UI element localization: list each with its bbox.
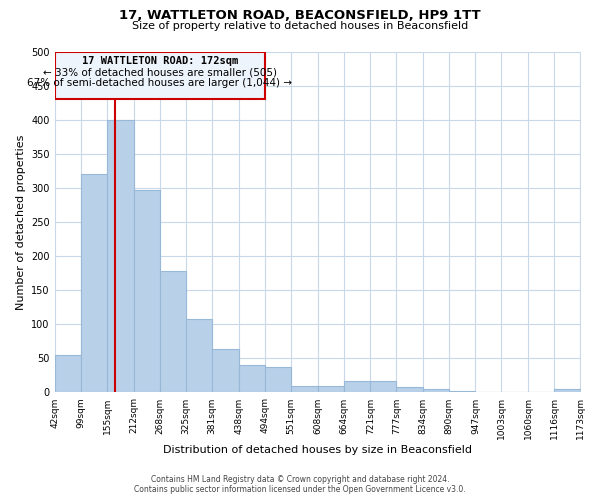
Text: 17 WATTLETON ROAD: 172sqm: 17 WATTLETON ROAD: 172sqm	[82, 56, 238, 66]
Bar	[107, 120, 134, 392]
Bar	[212, 350, 239, 393]
Bar	[239, 365, 265, 392]
Text: Size of property relative to detached houses in Beaconsfield: Size of property relative to detached ho…	[132, 21, 468, 31]
Bar	[55, 52, 265, 99]
Bar	[318, 386, 344, 392]
Bar	[160, 271, 186, 392]
Bar	[344, 381, 370, 392]
Bar	[81, 174, 107, 392]
Bar	[55, 355, 81, 393]
Text: ← 33% of detached houses are smaller (505): ← 33% of detached houses are smaller (50…	[43, 67, 277, 77]
Bar	[423, 389, 449, 392]
Bar	[449, 391, 475, 392]
Bar	[554, 389, 581, 392]
Bar	[370, 381, 397, 392]
Text: 17, WATTLETON ROAD, BEACONSFIELD, HP9 1TT: 17, WATTLETON ROAD, BEACONSFIELD, HP9 1T…	[119, 9, 481, 22]
Y-axis label: Number of detached properties: Number of detached properties	[16, 134, 26, 310]
Bar	[265, 367, 291, 392]
X-axis label: Distribution of detached houses by size in Beaconsfield: Distribution of detached houses by size …	[163, 445, 472, 455]
Text: 67% of semi-detached houses are larger (1,044) →: 67% of semi-detached houses are larger (…	[27, 78, 292, 88]
Text: Contains HM Land Registry data © Crown copyright and database right 2024.
Contai: Contains HM Land Registry data © Crown c…	[134, 474, 466, 494]
Bar	[291, 386, 318, 392]
Bar	[134, 190, 160, 392]
Bar	[397, 387, 423, 392]
Bar	[186, 319, 212, 392]
